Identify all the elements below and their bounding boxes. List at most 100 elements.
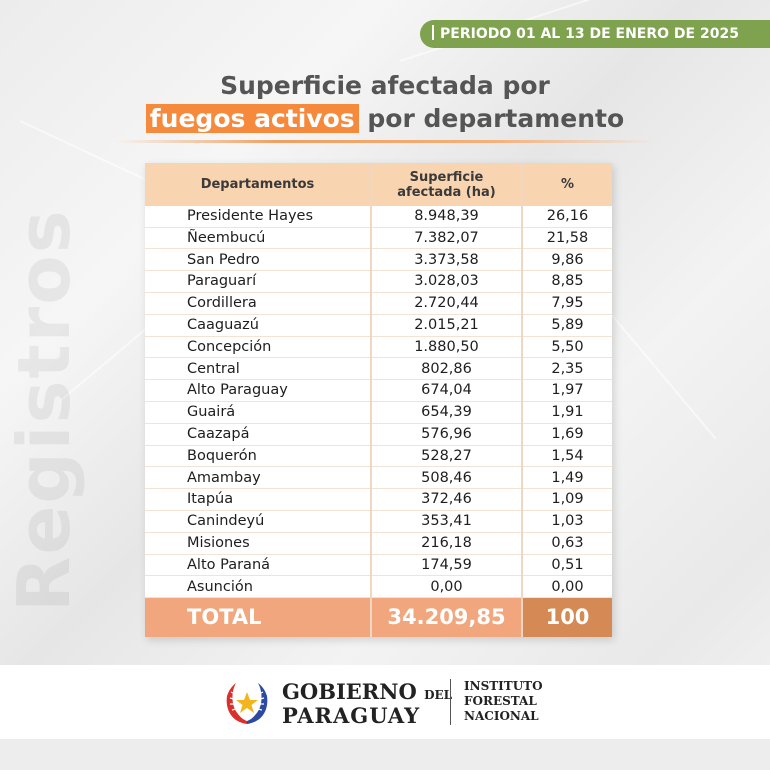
table-row: Misiones 216,18 0,63 [145,533,612,555]
row-superficie: 528,27 [421,447,472,464]
row-departamento: Caazapá [187,426,250,442]
table-row: Guairá 654,39 1,91 [145,402,612,424]
header-superficie-line1: Superficie [409,169,484,185]
table-row: Paraguarí 3.028,03 8,85 [145,271,612,294]
total-superficie: 34.209,85 [372,598,521,637]
row-pct: 1,91 [551,404,584,421]
row-superficie: 216,18 [421,535,472,551]
period-badge-bar [432,25,434,40]
row-pct: 1,03 [551,513,584,530]
row-pct: 21,58 [546,229,589,246]
table-row: Caazapá 576,96 1,69 [145,424,612,446]
total-pct: 100 [523,598,612,637]
row-departamento: Cordillera [187,295,257,312]
table-row: San Pedro 3.373,58 9,86 [145,250,612,272]
row-departamento: Boquerón [187,447,257,464]
table-header: Departamentos Superficie afectada (ha) % [145,163,612,206]
government-emblem-icon [226,683,268,724]
row-pct: 1,69 [551,426,584,442]
table-row: Concepción 1.880,50 5,50 [145,337,612,359]
row-pct: 8,85 [551,273,584,290]
row-superficie: 654,39 [421,404,472,421]
row-superficie: 0,00 [430,578,463,595]
table-row: Cordillera 2.720,44 7,95 [145,293,612,315]
title-line-2: fuegos activos por departamento [0,102,770,136]
row-superficie: 174,59 [421,556,472,573]
header-superficie-line2: afectada (ha) [397,184,496,200]
period-text: PERIODO 01 AL 13 DE ENERO DE 2025 [440,26,739,42]
period-badge: PERIODO 01 AL 13 DE ENERO DE 2025 [420,20,770,48]
row-pct: 7,95 [551,295,584,312]
data-table: Departamentos Superficie afectada (ha) %… [145,163,612,637]
row-departamento: Misiones [187,535,250,551]
title-line-1: Superficie afectada por [220,71,550,100]
paper-crease [599,300,717,440]
row-superficie: 802,86 [421,360,472,377]
row-superficie: 3.373,58 [414,251,479,268]
row-superficie: 372,46 [421,491,472,508]
row-pct: 0,51 [551,556,584,573]
table-row: Asunción 0,00 0,00 [145,577,612,599]
institute-line: INSTITUTO [464,679,543,693]
footer-divider [450,679,451,725]
row-departamento: Amambay [187,469,261,486]
footer-bottom-band [0,739,770,770]
gobierno-word: GOBIERNO [282,679,417,704]
title-underline [115,140,655,143]
total-row: TOTAL 34.209,85 100 [145,598,612,637]
row-superficie: 576,96 [421,426,472,442]
row-departamento: Alto Paraná [187,556,271,573]
table-row: Alto Paraná 174,59 0,51 [145,555,612,577]
paraguay-text: PARAGUAY [282,703,421,728]
row-superficie: 8.948,39 [414,208,479,224]
row-pct: 5,89 [551,317,584,333]
row-pct: 5,50 [551,338,584,355]
institute-line: FORESTAL [464,694,537,708]
footer: GOBIERNO DEL PARAGUAY INSTITUTO FORESTAL… [0,665,770,739]
row-departamento: Presidente Hayes [187,208,314,224]
row-pct: 1,09 [551,491,584,508]
header-superficie: Superficie afectada (ha) [372,163,521,206]
gobierno-text: GOBIERNO DEL [282,679,452,704]
title-highlight: fuegos activos [145,104,359,133]
row-departamento: San Pedro [187,251,260,268]
row-departamento: Ñeembucú [187,229,266,246]
row-departamento: Guairá [187,404,236,421]
row-pct: 1,54 [551,447,584,464]
row-departamento: Alto Paraguay [187,382,288,399]
row-departamento: Central [187,360,240,377]
title-line-2-rest: por departamento [367,104,625,133]
institute-name: INSTITUTO FORESTAL NACIONAL [464,679,543,724]
table-row: Boquerón 528,27 1,54 [145,446,612,468]
header-pct: % [560,177,575,192]
header-departamentos: Departamentos [200,177,315,192]
row-departamento: Caaguazú [187,317,259,333]
row-pct: 0,00 [551,578,584,595]
table-row: Presidente Hayes 8.948,39 26,16 [145,206,612,228]
column-divider [521,163,523,637]
table-row: Canindeyú 353,41 1,03 [145,511,612,533]
row-departamento: Canindeyú [187,513,265,530]
table-row: Central 802,86 2,35 [145,359,612,381]
row-pct: 0,63 [551,535,584,551]
row-departamento: Concepción [187,338,272,355]
watermark-text: Registros [2,208,86,612]
row-superficie: 7.382,07 [414,229,479,246]
row-superficie: 674,04 [421,382,472,399]
table-row: Itapúa 372,46 1,09 [145,489,612,512]
total-label: TOTAL [145,598,370,637]
row-pct: 1,49 [551,469,584,486]
row-pct: 9,86 [551,251,584,268]
table-row: Alto Paraguay 674,04 1,97 [145,380,612,403]
row-pct: 1,97 [551,382,584,399]
row-departamento: Itapúa [187,491,234,508]
del-word: DEL [424,688,453,702]
table-row: Amambay 508,46 1,49 [145,468,612,490]
row-superficie: 353,41 [421,513,472,530]
row-pct: 2,35 [551,360,584,377]
row-departamento: Paraguarí [187,273,257,290]
row-superficie: 2.015,21 [414,317,479,333]
row-superficie: 2.720,44 [414,295,479,312]
institute-line: NACIONAL [464,709,539,723]
row-pct: 26,16 [546,208,589,224]
